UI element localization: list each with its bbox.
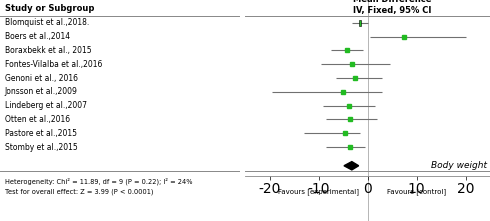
Text: Study or Subgroup: Study or Subgroup <box>5 4 94 13</box>
Text: Boers et al.,2014: Boers et al.,2014 <box>5 32 70 41</box>
Text: Favours [experimental]: Favours [experimental] <box>278 188 359 195</box>
Text: Lindeberg et al.,2007: Lindeberg et al.,2007 <box>5 101 87 110</box>
Text: Body weight: Body weight <box>431 161 487 170</box>
Text: Fontes-Vilalba et al.,2016: Fontes-Vilalba et al.,2016 <box>5 60 102 69</box>
Text: Mean Difference
IV, Fixed, 95% CI: Mean Difference IV, Fixed, 95% CI <box>353 0 431 15</box>
Text: Heterogeneity: Chi² = 11.89, df = 9 (P = 0.22); I² = 24%: Heterogeneity: Chi² = 11.89, df = 9 (P =… <box>5 177 192 185</box>
Text: Stomby et al.,2015: Stomby et al.,2015 <box>5 143 77 152</box>
Text: Pastore et al.,2015: Pastore et al.,2015 <box>5 129 77 138</box>
Text: Test for overall effect: Z = 3.99 (P < 0.0001): Test for overall effect: Z = 3.99 (P < 0… <box>5 189 153 195</box>
Text: Otten et al.,2016: Otten et al.,2016 <box>5 115 70 124</box>
Text: Genoni et al., 2016: Genoni et al., 2016 <box>5 74 78 82</box>
Text: Boraxbekk et al., 2015: Boraxbekk et al., 2015 <box>5 46 92 55</box>
Text: Blomquist et al.,2018.: Blomquist et al.,2018. <box>5 18 89 27</box>
Polygon shape <box>344 162 359 170</box>
Text: Jonsson et al.,2009: Jonsson et al.,2009 <box>5 87 78 96</box>
Bar <box>359 20 361 26</box>
Text: Favours [control]: Favours [control] <box>387 188 446 195</box>
